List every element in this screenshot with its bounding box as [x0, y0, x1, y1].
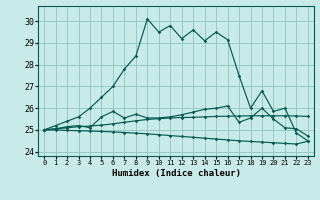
X-axis label: Humidex (Indice chaleur): Humidex (Indice chaleur) — [111, 169, 241, 178]
